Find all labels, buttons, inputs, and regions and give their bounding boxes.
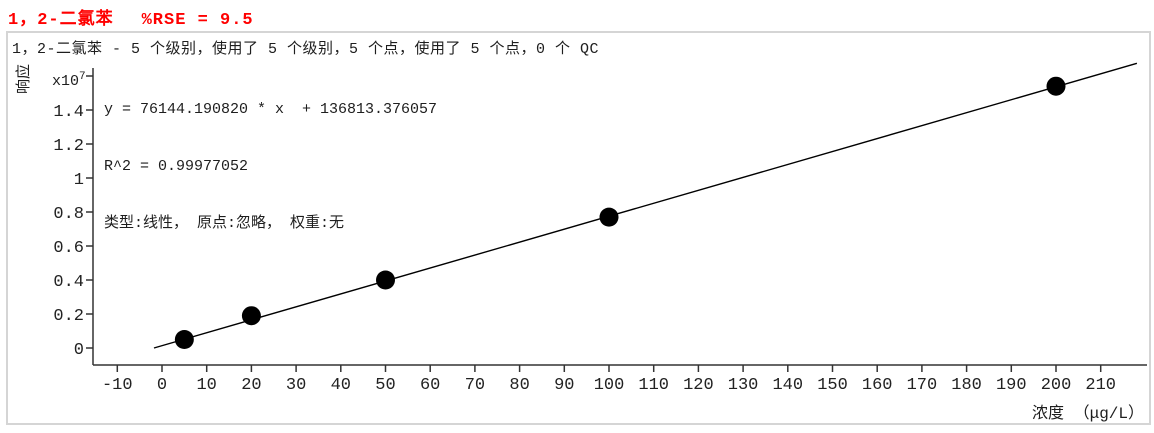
fit-equation: y = 76144.190820 * x + 136813.376057 xyxy=(104,101,438,118)
x-tick-label: 70 xyxy=(465,376,485,395)
x-tick-label: 100 xyxy=(594,376,625,395)
fit-line xyxy=(153,62,1138,349)
data-point[interactable] xyxy=(1046,76,1066,96)
y-tick-label: 1 xyxy=(74,171,84,190)
data-point[interactable] xyxy=(174,330,194,349)
y-tick-label: 0.4 xyxy=(53,273,84,292)
x-tick-label: 180 xyxy=(951,376,982,395)
x-tick-label: 90 xyxy=(554,376,574,395)
x-tick-label: 20 xyxy=(241,376,261,395)
fit-r-squared: R^2 = 0.99977052 xyxy=(104,158,249,175)
y-axis-label: 响应 xyxy=(16,63,33,94)
x-tick-label: 130 xyxy=(728,376,759,395)
fit-statistics: y = 76144.190820 * x + 136813.376057 R^2… xyxy=(104,62,437,252)
y-tick-label: 0 xyxy=(74,341,84,360)
y-tick-label: 1.2 xyxy=(53,137,84,156)
compound-name: 1，2-二氯苯 xyxy=(8,11,114,30)
y-scale-exponent: 7 xyxy=(79,71,86,83)
data-point[interactable] xyxy=(376,270,395,290)
x-tick-label: 10 xyxy=(196,376,216,395)
x-tick-label: 80 xyxy=(509,376,529,395)
x-tick-label: 120 xyxy=(683,376,714,395)
x-tick-label: 110 xyxy=(638,376,669,395)
x-tick-label: 200 xyxy=(1041,376,1072,395)
x-tick-label: 150 xyxy=(817,376,848,395)
compound-title: 1，2-二氯苯 %RSE = 9.5 xyxy=(8,4,254,30)
data-point[interactable] xyxy=(599,207,619,227)
x-tick-label: 170 xyxy=(907,376,938,395)
x-tick-label: 140 xyxy=(772,376,803,395)
y-tick-label: 0.8 xyxy=(53,205,84,224)
x-tick-label: 50 xyxy=(375,376,395,395)
rse-value: %RSE = 9.5 xyxy=(141,11,254,30)
curve-summary-text: 1，2-二氯苯 - 5 个级别，使用了 5 个级别，5 个点，使用了 5 个点，… xyxy=(12,41,600,58)
x-tick-label: -10 xyxy=(102,376,133,395)
calibration-chart-panel xyxy=(6,31,1151,425)
x-tick-label: 210 xyxy=(1085,376,1116,395)
x-tick-label: 30 xyxy=(286,376,306,395)
x-tick-label: 0 xyxy=(157,376,167,395)
x-tick-label: 160 xyxy=(862,376,893,395)
y-tick-label: 0.2 xyxy=(53,307,84,326)
x-tick-label: 190 xyxy=(996,376,1027,395)
data-point[interactable] xyxy=(241,306,261,326)
x-tick-label: 40 xyxy=(331,376,351,395)
x-axis-label: 浓度 （μg/L） xyxy=(1031,405,1144,423)
y-scale-base: x10 xyxy=(52,73,80,90)
y-axis-scale-label: x107 xyxy=(52,71,86,90)
y-tick-label: 0.6 xyxy=(53,239,84,258)
y-tick-label: 1.4 xyxy=(53,103,84,122)
fit-type-info: 类型:线性， 原点:忽略， 权重:无 xyxy=(104,215,345,232)
x-tick-label: 60 xyxy=(420,376,440,395)
